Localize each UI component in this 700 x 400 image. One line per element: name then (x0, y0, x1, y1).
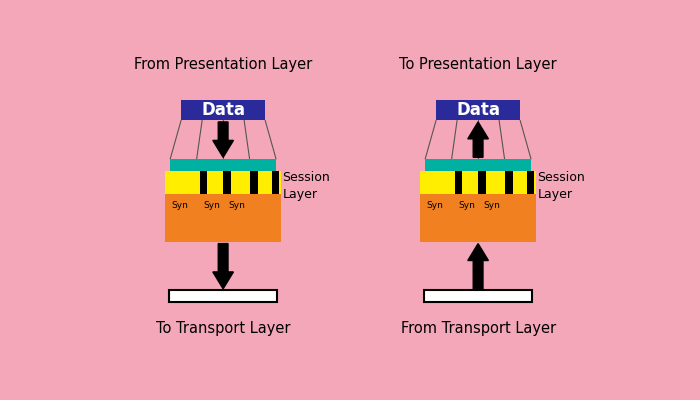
Bar (436, 100, 520, 120)
Bar (505, 171, 512, 194)
Bar (223, 171, 231, 194)
Bar (420, 188, 536, 242)
Bar (250, 171, 258, 194)
Text: Data: Data (456, 101, 500, 119)
Bar (164, 171, 281, 194)
Text: To Transport Layer: To Transport Layer (156, 321, 290, 336)
Bar (169, 290, 277, 302)
Bar (170, 159, 276, 227)
Bar (478, 171, 486, 194)
Text: Data: Data (201, 101, 245, 119)
Text: From Transport Layer: From Transport Layer (400, 321, 556, 336)
Polygon shape (213, 122, 233, 157)
Text: Syn: Syn (484, 200, 500, 210)
Text: Syn: Syn (229, 200, 246, 210)
Text: Session
Layer: Session Layer (283, 171, 330, 201)
Bar (425, 159, 531, 227)
Polygon shape (468, 244, 489, 289)
Bar (420, 171, 536, 194)
Text: Session
Layer: Session Layer (538, 171, 585, 201)
Text: Syn: Syn (458, 200, 475, 210)
Polygon shape (213, 244, 233, 289)
Bar (164, 188, 281, 242)
Bar (181, 100, 265, 120)
Text: Syn: Syn (203, 200, 220, 210)
Text: From Presentation Layer: From Presentation Layer (134, 58, 312, 72)
Bar (455, 171, 463, 194)
Text: To Presentation Layer: To Presentation Layer (399, 58, 557, 72)
Bar (526, 171, 534, 194)
Bar (424, 290, 533, 302)
Polygon shape (468, 122, 489, 157)
Text: Syn: Syn (426, 200, 443, 210)
Bar (272, 171, 279, 194)
Text: Syn: Syn (172, 200, 188, 210)
Bar (199, 171, 207, 194)
